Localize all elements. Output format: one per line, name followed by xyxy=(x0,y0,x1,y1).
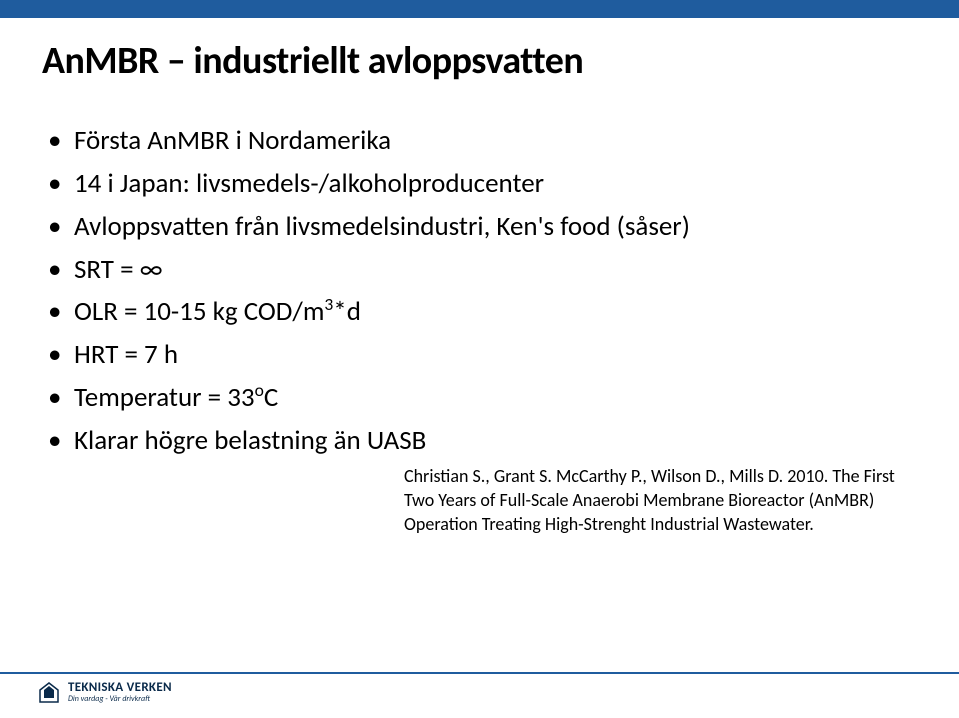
logo-sub-text: Din vardag - Vår drivkraft xyxy=(68,695,172,703)
bullet-list: Första AnMBR i Nordamerika 14 i Japan: l… xyxy=(42,120,917,462)
bullet-item: HRT = 7 h xyxy=(48,334,917,376)
superscript: o xyxy=(255,379,264,401)
footer-content: TEKNISKA VERKEN Din vardag - Vår drivkra… xyxy=(0,674,959,704)
bullet-item: OLR = 10-15 kg COD/m3*d xyxy=(48,291,917,333)
slide-content: AnMBR – industriellt avloppsvatten Först… xyxy=(0,18,959,537)
slide-footer: TEKNISKA VERKEN Din vardag - Vår drivkra… xyxy=(0,672,959,718)
slide-title: AnMBR – industriellt avloppsvatten xyxy=(42,38,917,84)
logo-text-block: TEKNISKA VERKEN Din vardag - Vår drivkra… xyxy=(68,681,172,703)
bullet-item: SRT = ∞ xyxy=(48,249,917,291)
logo-icon xyxy=(36,680,62,704)
logo-main-text: TEKNISKA VERKEN xyxy=(68,681,172,694)
bullet-item: Avloppsvatten från livsmedelsindustri, K… xyxy=(48,206,917,248)
bullet-item: Klarar högre belastning än UASB xyxy=(48,420,917,462)
top-accent-bar xyxy=(0,0,959,18)
bullet-text-prefix: OLR = 10-15 kg COD/m xyxy=(74,295,324,328)
bullet-text-prefix: Temperatur = 33 xyxy=(74,381,255,414)
bullet-text-suffix: *d xyxy=(333,295,361,328)
bullet-item: 14 i Japan: livsmedels-/alkoholproducent… xyxy=(48,163,917,205)
bullet-item: Temperatur = 33oC xyxy=(48,377,917,419)
superscript: 3 xyxy=(324,293,333,315)
citation-text: Christian S., Grant S. McCarthy P., Wils… xyxy=(404,464,914,537)
bullet-text-suffix: C xyxy=(264,381,278,414)
bullet-item: Första AnMBR i Nordamerika xyxy=(48,120,917,162)
